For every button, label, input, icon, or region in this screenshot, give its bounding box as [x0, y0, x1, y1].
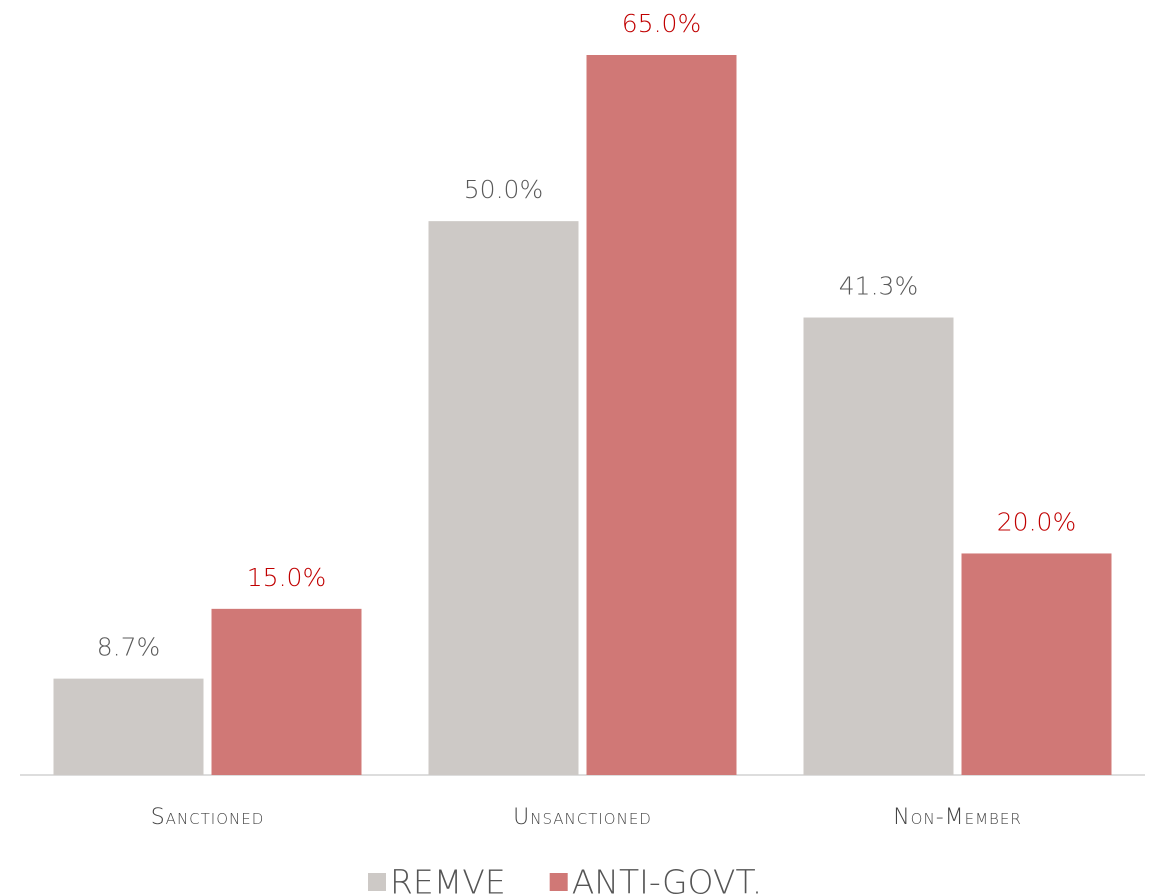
- data-label: 20.0%: [997, 507, 1076, 536]
- data-label: 15.0%: [247, 563, 326, 592]
- bar: [53, 678, 204, 775]
- x-tick-label: Sanctioned: [151, 805, 265, 830]
- data-label: 8.7%: [97, 633, 161, 662]
- legend-label: REMVE: [390, 863, 506, 896]
- x-tick-label: Non-Member: [893, 805, 1022, 830]
- legend-swatch: [549, 873, 568, 891]
- bar: [961, 553, 1112, 775]
- legend-swatch: [368, 873, 386, 891]
- bar: [586, 55, 737, 775]
- legend-label: ANTI-GOVT.: [572, 863, 763, 896]
- data-label: 41.3%: [839, 272, 918, 301]
- bar: [428, 221, 579, 776]
- data-label: 50.0%: [464, 175, 543, 204]
- x-tick-label: Unsanctioned: [513, 805, 652, 830]
- bar: [211, 608, 362, 775]
- data-label: 65.0%: [622, 9, 701, 38]
- bar: [803, 317, 954, 775]
